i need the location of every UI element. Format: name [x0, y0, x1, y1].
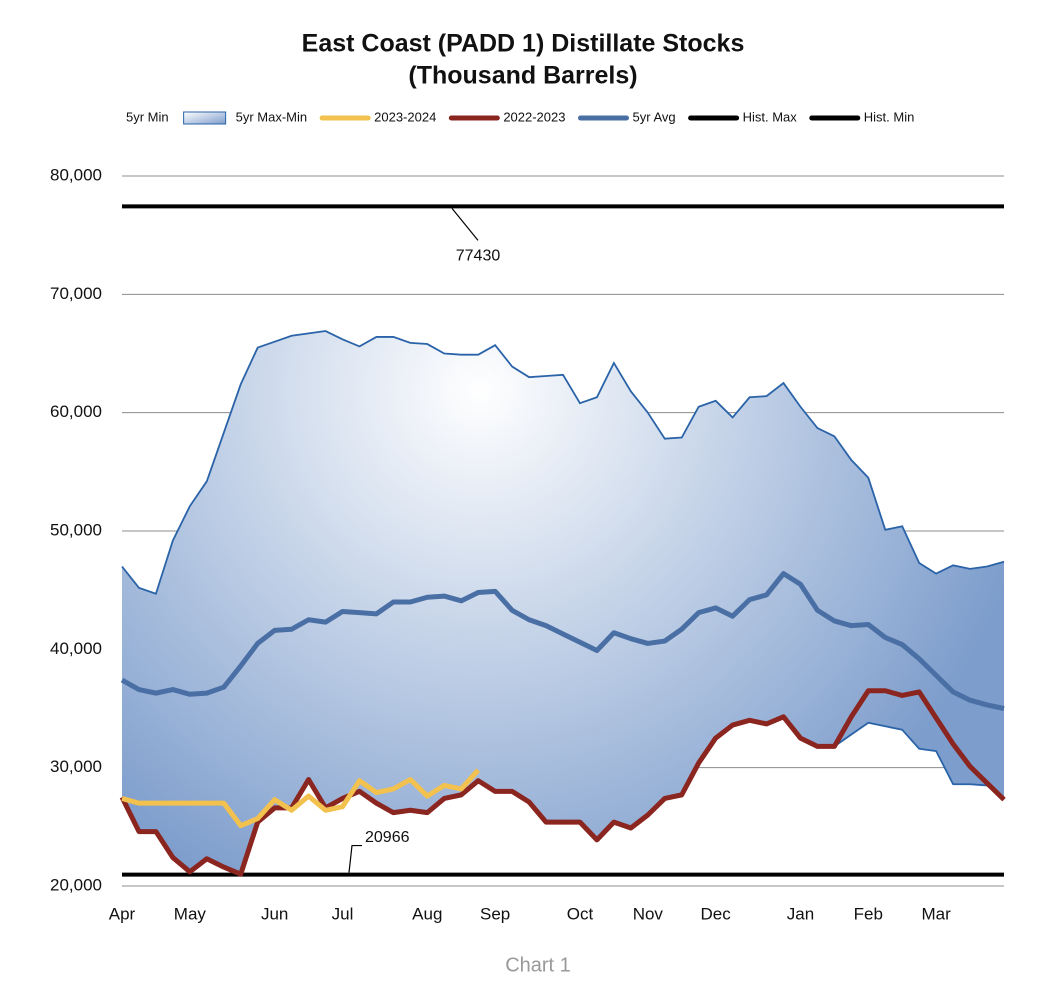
y-tick-label: 60,000 — [50, 402, 102, 421]
x-tick-label: Feb — [854, 904, 883, 923]
series-line — [119, 688, 1006, 877]
legend-label: 5yr Avg — [632, 109, 675, 124]
x-tick-label: Apr — [109, 904, 136, 923]
annotation: 20966 — [365, 829, 410, 846]
x-tick-label: Dec — [701, 904, 732, 923]
legend-label: Hist. Max — [743, 109, 798, 124]
legend-label: 5yr Min — [126, 109, 169, 124]
series-line — [120, 571, 1005, 711]
legend-swatch — [183, 111, 227, 125]
chart-title: East Coast (PADD 1) Distillate Stocks — [302, 30, 745, 58]
x-tick-label: Mar — [922, 904, 952, 923]
y-tick-label: 20,000 — [50, 875, 102, 894]
series-line — [121, 768, 481, 829]
x-tick-label: Oct — [567, 904, 594, 923]
x-tick-label: Nov — [633, 904, 664, 923]
legend-label: 2023-2024 — [374, 109, 436, 124]
annotation-leader — [451, 208, 479, 241]
y-tick-label: 50,000 — [50, 520, 102, 539]
legend-label: 2022-2023 — [503, 109, 565, 124]
chart-footer: Chart 1 — [505, 954, 571, 976]
x-tick-label: Aug — [412, 904, 442, 923]
annotation-leader — [348, 844, 362, 873]
x-tick-label: May — [174, 904, 207, 923]
x-tick-label: Jan — [787, 904, 814, 923]
x-tick-label: Jul — [332, 904, 354, 923]
y-tick-label: 80,000 — [50, 165, 102, 184]
annotation: 77430 — [456, 248, 501, 265]
x-tick-label: Sep — [480, 904, 510, 923]
y-tick-label: 40,000 — [50, 639, 102, 658]
band-top-edge — [121, 330, 1005, 595]
x-tick-label: Jun — [261, 904, 288, 923]
legend-label: 5yr Max-Min — [236, 109, 308, 124]
legend-label: Hist. Min — [864, 109, 915, 124]
band-area — [122, 331, 1004, 875]
chart-subtitle: (Thousand Barrels) — [408, 62, 637, 90]
y-tick-label: 70,000 — [50, 284, 102, 303]
y-tick-label: 30,000 — [50, 757, 102, 776]
